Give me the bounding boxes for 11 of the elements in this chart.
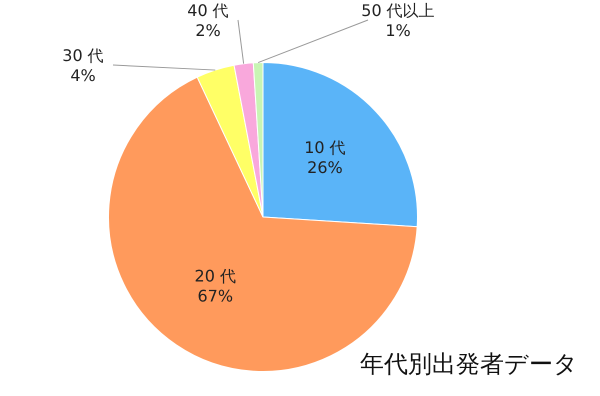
data-label: 26%	[307, 158, 343, 177]
slice-label: 40 代	[187, 1, 229, 20]
slice-label: 10 代	[304, 138, 346, 157]
slice-label: 50 代以上	[361, 1, 435, 20]
data-label: 67%	[197, 286, 234, 306]
data-label: 2%	[195, 21, 221, 40]
data-label: 4%	[70, 66, 96, 86]
text: 年代別出発者データ	[360, 349, 578, 380]
data-label: 1%	[385, 21, 411, 40]
slice-label: 20 代	[194, 266, 236, 286]
slice-label: 30 代	[62, 46, 104, 66]
